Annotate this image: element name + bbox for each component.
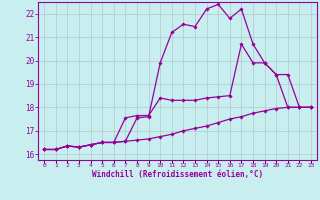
X-axis label: Windchill (Refroidissement éolien,°C): Windchill (Refroidissement éolien,°C) — [92, 170, 263, 179]
